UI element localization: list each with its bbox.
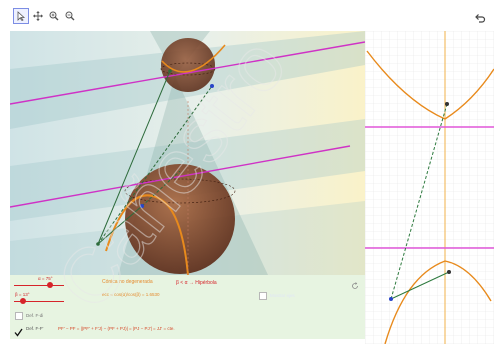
conic-relation: β < α → Hipérbola — [176, 280, 217, 286]
scene-3d — [10, 31, 365, 275]
arrow-pointer-icon — [17, 11, 26, 21]
point-p-2d[interactable] — [389, 297, 393, 301]
def-ff-checkbox[interactable] — [15, 312, 23, 320]
undo-icon — [475, 14, 486, 23]
graphics-view-2d[interactable] — [365, 31, 494, 345]
hyperbola-branch-lower — [105, 194, 189, 275]
move-tool-button[interactable] — [13, 8, 29, 24]
def-ff-label: Def. F-di — [26, 313, 44, 318]
alpha-slider-track[interactable] — [14, 285, 64, 286]
eccentricity-formula: ecc = cos(α)/cos(β) = 1.6530 — [102, 292, 160, 297]
move-view-tool-button[interactable] — [31, 9, 45, 23]
grid — [365, 31, 494, 344]
segment-pf-2d — [390, 103, 448, 300]
segment-pf2-2d — [390, 271, 450, 300]
hyperbola-branch-upper — [161, 44, 226, 73]
beta-label: β = 13° — [15, 292, 30, 297]
dandelin-sphere-top — [161, 38, 215, 92]
controls-panel: α = 75° β = 13° Cónica no degenerada ecc… — [10, 275, 365, 339]
tangent-point-j[interactable] — [168, 69, 172, 73]
focus-point-bottom[interactable] — [140, 204, 144, 208]
show-axes-checkbox[interactable] — [259, 292, 267, 300]
reset-icon — [352, 282, 358, 289]
show-axes-label: Mostrar ejes — [270, 293, 295, 298]
focus-2d-top[interactable] — [445, 102, 449, 106]
conic-type-title: Cónica no degenerada — [102, 279, 153, 285]
plane-2d — [365, 31, 494, 345]
zoom-in-icon — [49, 11, 59, 21]
beta-slider-track[interactable] — [14, 301, 64, 302]
alpha-slider-knob[interactable] — [47, 282, 53, 288]
zoom-in-tool-button[interactable] — [47, 9, 61, 23]
def-fp-checkbox[interactable] — [14, 324, 23, 337]
focus-point-top[interactable] — [210, 84, 214, 88]
hyperbola-2d-lower — [384, 260, 492, 345]
focal-segment-pf — [97, 85, 213, 245]
reset-button[interactable] — [351, 277, 359, 289]
generatrix-segment — [97, 70, 171, 245]
directrix-line-top — [10, 41, 365, 105]
def-fp-formula: PF' − PF = |(PF' + F'J) − (PF + PJ)| = |… — [58, 326, 175, 331]
undo-button[interactable] — [474, 11, 488, 25]
zoom-out-tool-button[interactable] — [63, 9, 77, 23]
checkmark-icon — [14, 328, 23, 337]
beta-slider-knob[interactable] — [20, 298, 26, 304]
zoom-out-icon — [65, 11, 75, 21]
curve-point-p[interactable] — [96, 242, 100, 246]
toolbar — [0, 0, 494, 30]
move-arrows-icon — [33, 11, 43, 21]
directrix-line-bottom — [10, 145, 351, 208]
focus-2d-bottom[interactable] — [447, 270, 451, 274]
dashed-segment — [141, 170, 181, 207]
def-fp-label: Def. F-F' — [26, 326, 44, 331]
hyperbola-2d-upper — [366, 50, 494, 120]
alpha-label: α = 75° — [38, 276, 53, 281]
tangent-circle-bottom — [124, 178, 236, 204]
focal-segment-pf2 — [97, 205, 143, 245]
graphics-view-3d[interactable] — [10, 31, 365, 275]
dandelin-sphere-bottom — [125, 164, 235, 274]
tangent-circle-top — [160, 62, 216, 76]
